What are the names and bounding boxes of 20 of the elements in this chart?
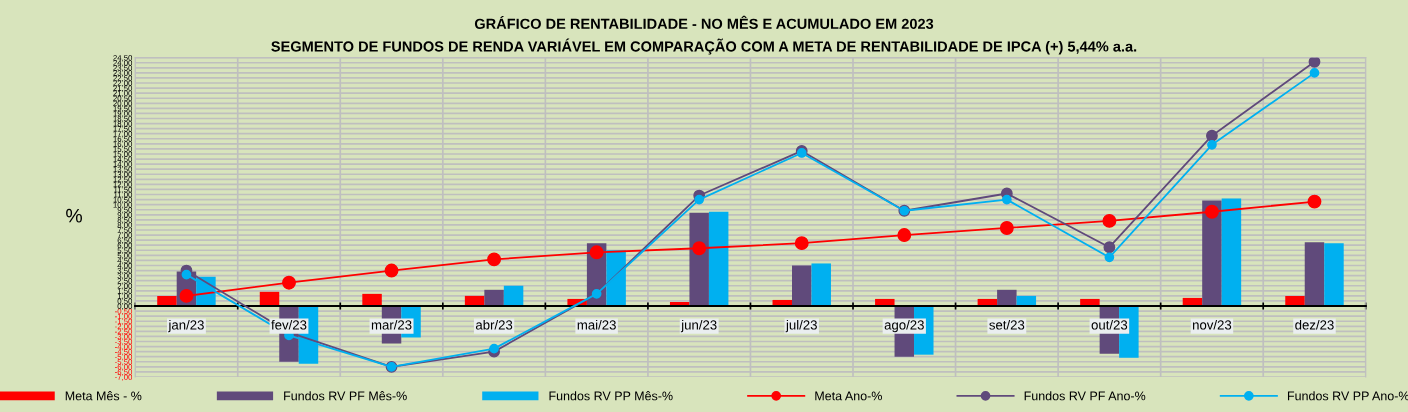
y-axis-title: % xyxy=(66,208,82,223)
chart-subtitle: SEGMENTO DE FUNDOS DE RENDA VARIÁVEL EM COMPARAÇÃO COM A META DE RENTABILIDADE DE IPCA (+) 5,44% a.a. xyxy=(271,38,1137,55)
x-tick-label: jun/23 xyxy=(680,319,717,333)
legend-label: Meta Ano-% xyxy=(815,391,882,401)
x-tick-label: ago/23 xyxy=(884,319,924,333)
legend-label: Fundos RV PF Ano-% xyxy=(1024,391,1146,401)
x-tick-label: nov/23 xyxy=(1193,319,1232,330)
legend-label: Meta Mês - % xyxy=(65,391,142,401)
x-tick-label: fev/23 xyxy=(271,319,307,330)
legend-label: Fundos RV PP Mês-% xyxy=(549,391,673,401)
x-tick-label: jul/23 xyxy=(785,319,817,333)
x-tick-label: mai/23 xyxy=(577,319,616,330)
x-tick-label: jan/23 xyxy=(168,319,204,333)
legend-label: Fundos RV PF Mês-% xyxy=(284,391,407,401)
x-tick-label: set/23 xyxy=(989,319,1025,330)
x-tick-label: out/23 xyxy=(1091,319,1128,330)
x-tick-label: mar/23 xyxy=(371,319,412,330)
x-tick-label: dez/23 xyxy=(1295,319,1334,330)
chart-title: GRÁFICO DE RENTABILIDADE - NO MÊS E ACUMULADO EM 2023 xyxy=(474,15,934,29)
x-tick-label: abr/23 xyxy=(475,319,513,330)
